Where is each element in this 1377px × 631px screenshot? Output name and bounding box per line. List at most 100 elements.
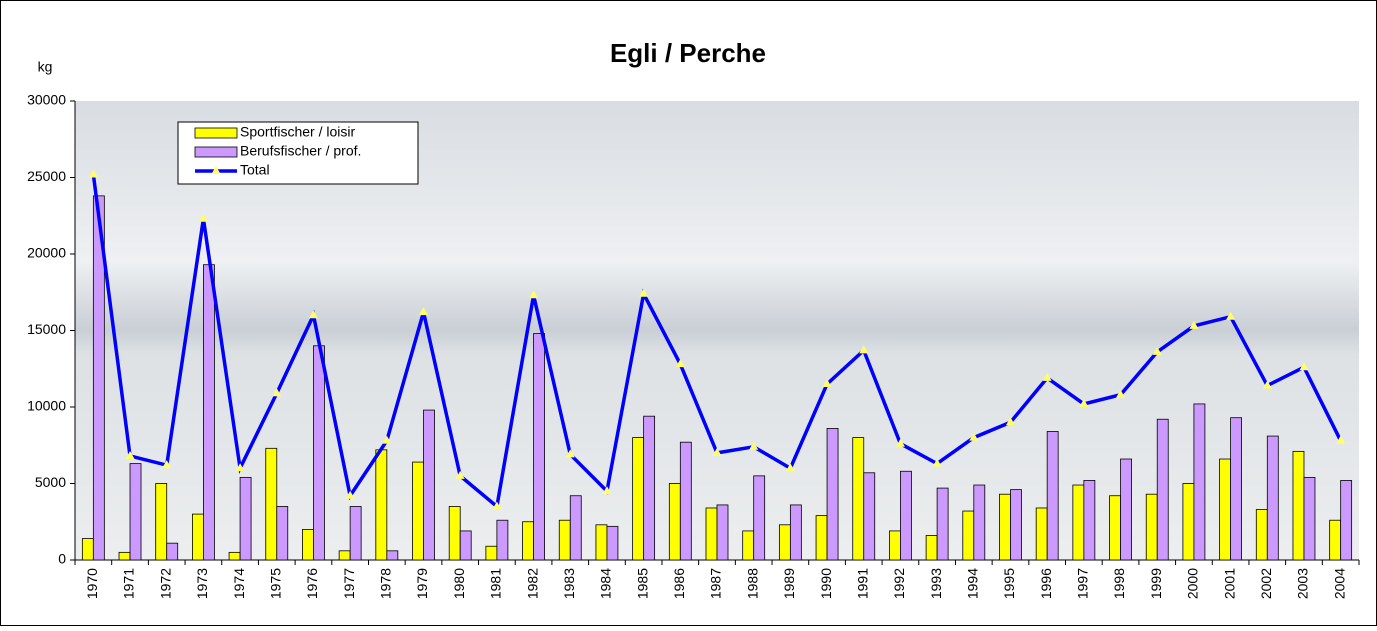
bar — [925, 535, 938, 561]
bar — [1109, 495, 1121, 561]
bar — [228, 551, 241, 561]
line-marker — [1262, 380, 1272, 389]
bar — [155, 483, 168, 561]
x-tick-label: 1978 — [378, 568, 394, 599]
bar — [191, 513, 204, 561]
bar — [386, 550, 399, 561]
line-marker — [1152, 346, 1162, 355]
x-tick-label: 2000 — [1185, 568, 1201, 599]
bar — [1266, 435, 1279, 561]
legend: Sportfischer / loisir Berufsfischer / pro… — [177, 121, 419, 185]
line-marker — [125, 450, 135, 459]
x-tick-label: 2003 — [1295, 568, 1311, 599]
x-tick-label: 1971 — [121, 568, 137, 599]
bar — [1010, 489, 1022, 561]
bar — [679, 441, 692, 561]
x-tick-label: 1991 — [854, 568, 870, 599]
bar — [1120, 458, 1132, 561]
line-marker — [198, 213, 208, 222]
line-marker — [492, 501, 502, 510]
bar — [606, 525, 619, 561]
bar — [313, 345, 325, 561]
bar — [349, 506, 362, 561]
x-tick-label: 1988 — [744, 568, 760, 599]
bar — [423, 409, 435, 561]
line-marker — [895, 438, 905, 447]
x-tick-label: 1982 — [524, 568, 540, 599]
bar — [962, 510, 975, 561]
x-tick-label: 1983 — [561, 568, 577, 599]
line-marker — [345, 490, 355, 499]
x-tick-label: 2004 — [1331, 568, 1347, 599]
bar — [705, 507, 718, 561]
line-marker — [565, 449, 575, 458]
line-marker — [1189, 320, 1199, 329]
bar — [129, 463, 142, 561]
bar — [668, 483, 681, 561]
legend-swatch — [194, 127, 238, 139]
line-marker — [859, 345, 869, 354]
bar — [852, 437, 865, 561]
line-marker — [639, 288, 649, 297]
bar — [533, 333, 545, 561]
bar — [1230, 417, 1242, 561]
bar — [643, 415, 656, 561]
line-marker — [1226, 311, 1236, 320]
line-marker — [162, 460, 172, 469]
x-tick-label: 1996 — [1038, 568, 1054, 599]
bar — [1329, 519, 1342, 561]
line-marker — [235, 463, 245, 472]
line-marker — [308, 310, 318, 319]
line-marker — [1299, 362, 1309, 371]
bar — [522, 521, 534, 561]
bar — [265, 447, 278, 561]
line-marker — [749, 441, 759, 450]
bar — [1035, 507, 1048, 561]
bar — [558, 519, 571, 561]
line-marker — [822, 379, 832, 388]
x-tick-label: 1989 — [781, 568, 797, 599]
bar — [889, 530, 901, 561]
bar — [1072, 484, 1085, 561]
bar — [632, 437, 645, 561]
bar — [973, 484, 986, 561]
line-marker — [1005, 417, 1015, 426]
bar — [1156, 418, 1169, 561]
x-tick-label: 1972 — [157, 568, 173, 599]
line-marker — [382, 435, 392, 444]
bar — [595, 524, 608, 561]
line-marker — [1079, 398, 1089, 407]
bar — [753, 475, 766, 561]
legend-label: Total — [240, 162, 270, 178]
x-tick-label: 1975 — [267, 568, 283, 599]
bar — [1145, 493, 1158, 561]
bar — [778, 524, 791, 561]
bar — [826, 428, 839, 561]
bar — [716, 504, 729, 561]
x-tick-label: 1993 — [928, 568, 944, 599]
legend-label: Berufsfischer / prof. — [240, 143, 361, 159]
bar — [375, 449, 388, 561]
line-marker — [88, 169, 98, 178]
y-tick-label: 25000 — [27, 168, 66, 184]
y-tick-label: 5000 — [35, 474, 66, 490]
x-tick-label: 1998 — [1111, 568, 1127, 599]
y-tick-label: 30000 — [27, 92, 66, 108]
legend-swatch — [194, 146, 238, 158]
y-tick-label: 15000 — [27, 321, 66, 337]
bar — [81, 538, 94, 561]
bar — [338, 550, 351, 561]
y-tick-label: 0 — [58, 551, 66, 567]
x-tick-label: 1992 — [891, 568, 907, 599]
bar — [1292, 450, 1305, 561]
bar — [815, 515, 828, 561]
bar — [166, 542, 179, 561]
line-marker — [1336, 435, 1346, 444]
chart-title: Egli / Perche — [610, 38, 766, 68]
x-tick-label: 1990 — [818, 568, 834, 599]
bar — [448, 506, 461, 561]
x-tick-label: 1976 — [304, 568, 320, 599]
bar — [936, 487, 949, 561]
x-tick-label: 1999 — [1148, 568, 1164, 599]
